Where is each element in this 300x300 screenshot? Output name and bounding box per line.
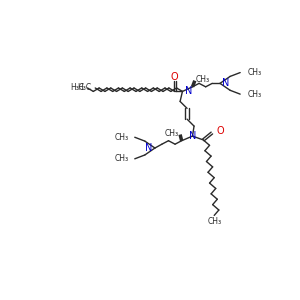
Text: CH₃: CH₃ xyxy=(207,217,221,226)
Text: CH₃: CH₃ xyxy=(196,75,210,84)
Text: N: N xyxy=(189,131,196,141)
Text: O: O xyxy=(171,72,178,82)
Text: N: N xyxy=(185,86,192,96)
Text: CH₃: CH₃ xyxy=(114,133,129,142)
Text: H₃C: H₃C xyxy=(77,83,92,92)
Text: CH₃: CH₃ xyxy=(248,90,262,99)
Text: N: N xyxy=(145,143,153,153)
Text: H₃C: H₃C xyxy=(70,83,84,92)
Text: N: N xyxy=(222,78,230,88)
Text: CH₃: CH₃ xyxy=(164,128,178,137)
Text: CH₃: CH₃ xyxy=(248,68,262,77)
Text: O: O xyxy=(217,127,224,136)
Text: CH₃: CH₃ xyxy=(114,154,129,163)
